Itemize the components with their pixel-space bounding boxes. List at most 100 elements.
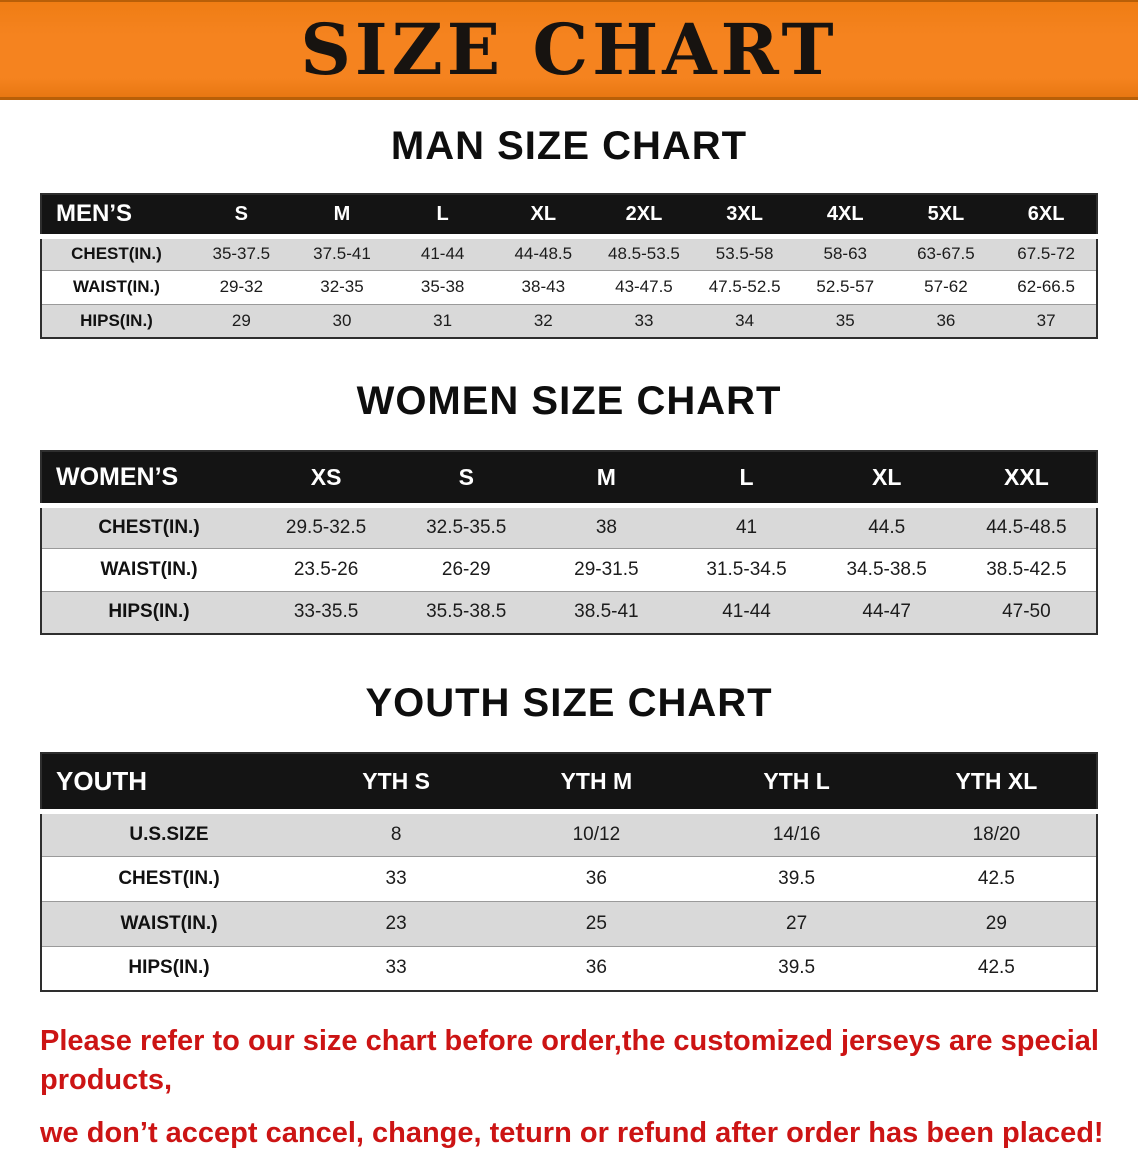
row-label: WAIST(IN.): [100, 558, 198, 580]
table-cell: 33: [385, 957, 407, 979]
table-row: CHEST(IN.) 29.5-32.5 32.5-35.5 38 41 44.5 44.5…: [41, 505, 1097, 548]
page-title: SIZE CHART: [300, 7, 838, 91]
table-cell: 38-43: [521, 277, 566, 296]
table-cell: 47.5-52.5: [708, 277, 781, 296]
table-cell: 32.5-35.5: [426, 516, 507, 538]
table-cell: 37.5-41: [313, 244, 371, 263]
youth-size-table: YOUTH YTH S YTH M YTH L YTH XL U.S.SIZE 8 10/12…: [40, 752, 1098, 992]
table-cell: 27: [786, 912, 808, 934]
row-label: WAIST(IN.): [73, 277, 160, 296]
table-cell: 35-38: [420, 277, 465, 296]
table-cell: 33-35.5: [293, 601, 359, 623]
column-header: L: [676, 451, 817, 505]
column-header: YTH S: [296, 753, 497, 811]
notice-line-1: Please refer to our size chart before or…: [40, 1025, 1099, 1097]
table-cell: 42.5: [977, 867, 1015, 889]
table-cell: 29-31.5: [574, 558, 639, 580]
women-size-section: WOMEN SIZE CHART WOMEN’S XS S M L XL XXL CHEST(…: [0, 379, 1138, 635]
table-cell: 36: [936, 310, 956, 330]
table-row: CHEST(IN.) 35-37.5 37.5-41 41-44 44-48.5 48.5…: [41, 236, 1097, 270]
row-label: CHEST(IN.): [71, 244, 162, 263]
column-header: XL: [816, 451, 957, 505]
men-size-section: MAN SIZE CHART MEN’S S M L XL 2XL 3XL 4XL 5XL 6XL…: [0, 124, 1138, 339]
table-corner-label: YOUTH: [41, 753, 296, 811]
column-header: S: [396, 451, 537, 505]
men-size-table: MEN’S S M L XL 2XL 3XL 4XL 5XL 6XL CHEST(IN.) 35-37…: [40, 193, 1098, 339]
table-cell: 38.5-42.5: [986, 558, 1067, 580]
table-cell: 39.5: [778, 867, 816, 889]
table-cell: 57-62: [924, 277, 968, 296]
table-cell: 47-50: [1002, 601, 1051, 623]
table-cell: 42.5: [977, 957, 1015, 979]
column-header: XS: [256, 451, 397, 505]
table-cell: 32: [533, 310, 553, 330]
table-cell: 33: [634, 310, 654, 330]
table-cell: 29: [231, 310, 251, 330]
table-cell: 30: [332, 310, 352, 330]
table-cell: 63-67.5: [917, 244, 975, 263]
table-cell: 38.5-41: [574, 601, 639, 623]
column-header: 3XL: [694, 194, 795, 236]
table-cell: 23.5-26: [293, 558, 359, 580]
table-row: HIPS(IN.) 29 30 31 32 33 34 35 36 37: [41, 304, 1097, 338]
table-cell: 23: [385, 912, 407, 934]
banner: SIZE CHART: [0, 0, 1138, 100]
table-cell: 36: [585, 867, 607, 889]
table-cell: 44-47: [862, 601, 911, 623]
table-row: WAIST(IN.) 29-32 32-35 35-38 38-43 43-47.5 47.…: [41, 270, 1097, 304]
table-cell: 67.5-72: [1017, 244, 1075, 263]
table-cell: 34: [735, 310, 755, 330]
table-cell: 32-35: [320, 277, 364, 296]
column-header: YTH XL: [896, 753, 1097, 811]
row-label: U.S.SIZE: [129, 823, 209, 845]
table-cell: 29.5-32.5: [285, 516, 367, 538]
table-row: WAIST(IN.) 23.5-26 26-29 29-31.5 31.5-34.5 34…: [41, 548, 1097, 591]
table-cell: 44.5: [868, 516, 906, 538]
table-cell: 29: [985, 912, 1007, 934]
table-row: WAIST(IN.) 23 25 27 29: [41, 901, 1097, 946]
table-cell: 31.5-34.5: [706, 558, 787, 580]
column-header: 6XL: [996, 194, 1097, 236]
table-cell: 39.5: [778, 957, 816, 979]
women-section-heading: WOMEN SIZE CHART: [356, 379, 782, 423]
table-cell: 58-63: [823, 244, 867, 263]
table-header-row: YOUTH YTH S YTH M YTH L YTH XL: [41, 753, 1097, 811]
youth-section-heading: YOUTH SIZE CHART: [365, 681, 773, 725]
table-cell: 26-29: [441, 558, 491, 580]
table-cell: 25: [585, 912, 607, 934]
table-cell: 41: [735, 516, 758, 538]
table-cell: 29-32: [219, 277, 264, 296]
table-cell: 33: [385, 867, 407, 889]
table-cell: 14/16: [772, 823, 821, 845]
column-header: XXL: [956, 451, 1097, 505]
table-cell: 36: [585, 957, 607, 979]
men-section-heading: MAN SIZE CHART: [390, 124, 748, 168]
table-row: HIPS(IN.) 33-35.5 35.5-38.5 38.5-41 41-44 44-…: [41, 591, 1097, 634]
table-cell: 41-44: [722, 601, 771, 623]
column-header: YTH M: [496, 753, 697, 811]
table-cell: 62-66.5: [1017, 277, 1075, 296]
table-cell: 48.5-53.5: [608, 244, 680, 263]
column-header: 2XL: [593, 194, 695, 236]
table-cell: 35.5-38.5: [426, 601, 507, 623]
table-cell: 43-47.5: [615, 277, 673, 296]
row-label: CHEST(IN.): [118, 867, 220, 889]
row-label: HIPS(IN.): [128, 957, 210, 979]
table-row: HIPS(IN.) 33 36 39.5 42.5: [41, 946, 1097, 991]
table-cell: 35: [835, 310, 855, 330]
order-notice: Please refer to our size chart before or…: [40, 1022, 1138, 1153]
table-corner-label: MEN’S: [41, 194, 191, 236]
women-size-table: WOMEN’S XS S M L XL XXL CHEST(IN.) 29.5-32.5 32.5…: [40, 450, 1098, 635]
table-cell: 41-44: [420, 244, 465, 263]
table-cell: 44.5-48.5: [986, 516, 1067, 538]
row-label: HIPS(IN.): [108, 601, 190, 623]
table-cell: 52.5-57: [816, 277, 875, 296]
table-cell: 53.5-58: [715, 244, 774, 263]
table-cell: 44-48.5: [514, 244, 573, 263]
row-label: HIPS(IN.): [80, 310, 153, 330]
table-cell: 35-37.5: [212, 244, 271, 263]
column-header: YTH L: [696, 753, 897, 811]
column-header: M: [536, 451, 677, 505]
column-header: M: [291, 194, 393, 236]
